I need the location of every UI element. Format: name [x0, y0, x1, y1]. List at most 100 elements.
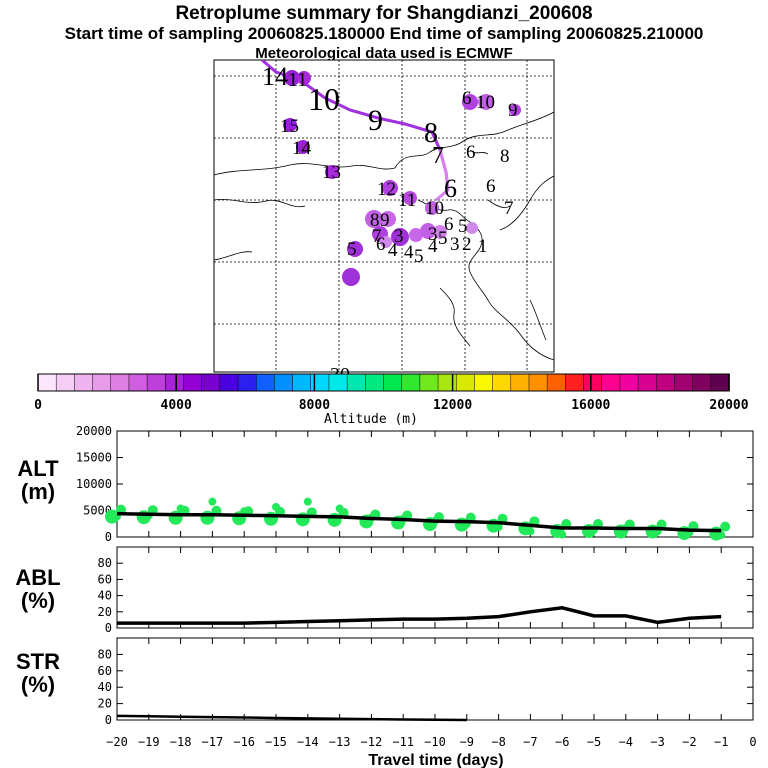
- colorbar-cell: [274, 373, 294, 392]
- trajectory-day-label: 9: [368, 104, 383, 137]
- colorbar-tick-label: 8000: [299, 398, 330, 413]
- colorbar-tick-label: 20000: [709, 398, 748, 413]
- colorbar-tick-label: 4000: [161, 398, 192, 413]
- cluster-marker: [297, 71, 311, 85]
- str-panel-label: STR: [16, 649, 60, 674]
- colorbar-cell: [110, 373, 130, 392]
- colorbar-cell: [201, 373, 221, 392]
- colorbar-cell: [601, 373, 621, 392]
- cluster-marker: [462, 94, 478, 110]
- cluster-number-label: 3: [450, 234, 460, 255]
- cluster-number-label: 4: [388, 240, 398, 261]
- altitude-colorbar: [37, 373, 730, 392]
- cluster-number-label: 2: [462, 234, 472, 255]
- map-gridlines: [214, 60, 554, 372]
- cluster-number-label: 14: [292, 138, 312, 159]
- abl-panel-label: ABL: [15, 565, 60, 590]
- trajectory-line-low: [435, 149, 450, 202]
- alt-plume-marker: [720, 521, 731, 532]
- cluster-marker: [382, 180, 398, 196]
- x-axis-label: Travel time (days): [368, 752, 503, 768]
- trajectory-day-label: 8: [424, 118, 438, 149]
- colorbar-cell: [419, 373, 439, 392]
- cluster-number-label: 1: [478, 236, 488, 257]
- alt-panel-unit: (m): [21, 479, 55, 504]
- str-panel: 0 20 40 60 80: [98, 637, 754, 727]
- x-tick-label: −15: [265, 735, 287, 749]
- cluster-number-label: 6: [466, 142, 476, 163]
- cluster-marker: [509, 104, 521, 116]
- alt-plume-marker: [717, 531, 726, 540]
- x-tick-label: −20: [106, 735, 128, 749]
- colorbar-cell: [55, 373, 76, 392]
- abl-series-line: [117, 605, 722, 625]
- colorbar-cell: [365, 373, 385, 392]
- alt-plume-marker: [494, 523, 503, 532]
- cluster-number-label: 13: [322, 162, 341, 183]
- x-tick-label: −1: [714, 735, 728, 749]
- x-tick-label: −9: [460, 735, 474, 749]
- alt-ytick-label: 0: [105, 530, 112, 544]
- chart-title: Retroplume summary for Shangdianzi_20060…: [175, 3, 593, 24]
- cluster-number-label: 6: [444, 214, 454, 235]
- abl-panel-frame: [116, 546, 754, 629]
- cluster-number-label: 8: [370, 210, 380, 231]
- cluster-marker: [342, 268, 360, 286]
- colorbar-cell: [92, 373, 112, 392]
- str-panel-frame: [116, 637, 754, 721]
- cluster-marker: [296, 140, 310, 154]
- cluster-number-label: 15: [280, 116, 299, 137]
- x-tick-label: −6: [555, 735, 569, 749]
- cluster-marker: [433, 225, 447, 239]
- colorbar-xlabel: Altitude (m): [324, 412, 418, 427]
- colorbar-cell: [546, 373, 567, 392]
- cluster-number-label: 6: [462, 88, 472, 109]
- str-ytick-label: 40: [98, 680, 112, 694]
- cluster-number-label: 4: [428, 236, 438, 257]
- alt-ytick-label: 10000: [76, 477, 112, 491]
- trajectory-day-label: 11: [288, 69, 307, 91]
- abl-ytick-label: 80: [98, 556, 112, 570]
- abl-ytick-label: 60: [98, 572, 112, 586]
- alt-plume-marker: [208, 497, 217, 506]
- alt-panel-label: ALT: [17, 456, 59, 481]
- cluster-marker: [283, 118, 297, 132]
- cluster-number-label: 6: [486, 176, 496, 197]
- trajectory-day-label: 7: [432, 143, 444, 169]
- trajectory-day-label: 10: [308, 81, 340, 117]
- colorbar-cell: [37, 373, 57, 392]
- colorbar-cell: [128, 373, 148, 392]
- cluster-marker: [420, 223, 436, 239]
- colorbar-cell: [165, 373, 185, 392]
- cluster-marker: [380, 236, 392, 248]
- x-tick-label: −16: [233, 735, 255, 749]
- colorbar-tick-label: 16000: [571, 398, 610, 413]
- alt-ytick-label: 15000: [76, 451, 112, 465]
- str-ytick-label: 60: [98, 664, 112, 678]
- alt-plume-marker: [558, 530, 567, 539]
- colorbar-cell: [455, 373, 476, 392]
- cluster-marker: [403, 191, 417, 205]
- alt-plume-marker: [526, 527, 535, 536]
- colorbar-cell: [583, 373, 603, 392]
- cluster-number-label: 5: [438, 228, 448, 249]
- x-tick-label: −3: [650, 735, 664, 749]
- cluster-number-label: 11: [398, 190, 416, 211]
- colorbar-cell: [528, 373, 548, 392]
- colorbar-cell: [474, 373, 494, 392]
- abl-panel-unit: (%): [21, 588, 55, 613]
- colorbar-cell: [692, 373, 712, 392]
- colorbar-cell: [510, 373, 530, 392]
- plume-clusters: [283, 70, 521, 286]
- abl-ytick-label: 40: [98, 589, 112, 603]
- str-ytick-label: 80: [98, 647, 112, 661]
- x-tick-label: −2: [682, 735, 696, 749]
- cluster-number-label: 7: [504, 198, 514, 219]
- timeseries-panels: 0 5000 10000 15000 20000 0 20 40 60 80 0 20 40 60 80 −2…: [76, 424, 757, 749]
- sampling-times: Start time of sampling 20060825.180000 E…: [64, 24, 704, 43]
- cluster-number-label: 3: [428, 224, 438, 245]
- cluster-marker: [478, 94, 494, 110]
